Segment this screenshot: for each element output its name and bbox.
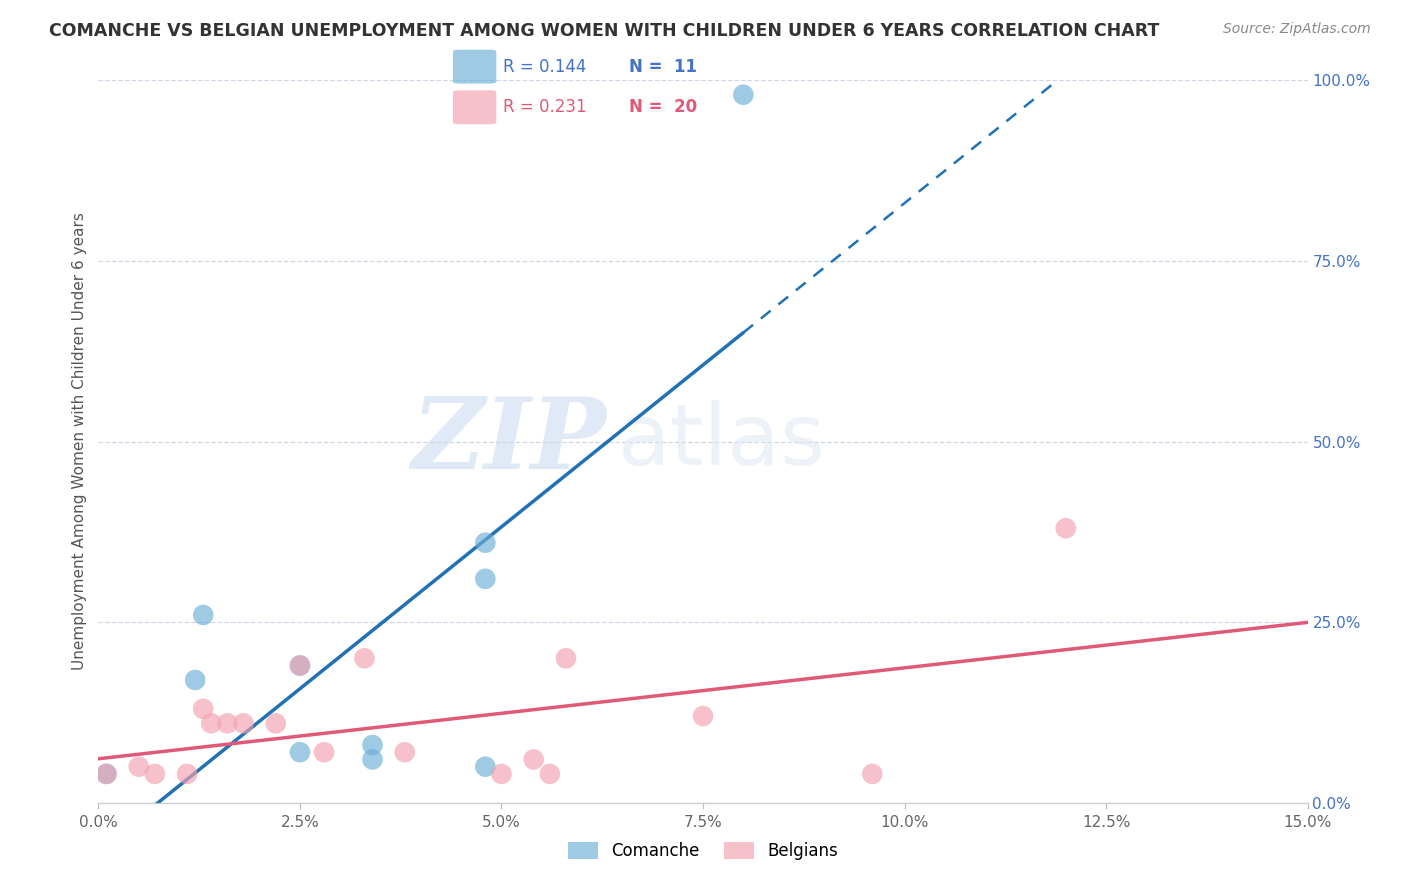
Point: [361, 752, 384, 766]
Point: [361, 738, 384, 752]
Point: [128, 760, 150, 774]
Y-axis label: Unemployment Among Women with Children Under 6 years: Unemployment Among Women with Children U…: [72, 212, 87, 671]
Point: [474, 535, 496, 549]
Point: [288, 658, 311, 673]
Point: [200, 716, 222, 731]
Text: N =  20: N = 20: [630, 98, 697, 116]
Text: ZIP: ZIP: [412, 393, 606, 490]
Text: R = 0.144: R = 0.144: [502, 58, 586, 76]
Text: R = 0.231: R = 0.231: [502, 98, 586, 116]
Point: [217, 716, 239, 731]
Point: [491, 767, 513, 781]
Point: [733, 87, 755, 102]
Point: [96, 767, 118, 781]
Point: [692, 709, 714, 723]
FancyBboxPatch shape: [453, 90, 496, 124]
Point: [523, 752, 546, 766]
Point: [394, 745, 416, 759]
Point: [232, 716, 254, 731]
Text: COMANCHE VS BELGIAN UNEMPLOYMENT AMONG WOMEN WITH CHILDREN UNDER 6 YEARS CORRELA: COMANCHE VS BELGIAN UNEMPLOYMENT AMONG W…: [49, 22, 1160, 40]
Point: [1054, 521, 1077, 535]
Point: [288, 658, 311, 673]
Point: [474, 572, 496, 586]
Text: Source: ZipAtlas.com: Source: ZipAtlas.com: [1223, 22, 1371, 37]
Point: [474, 760, 496, 774]
Point: [193, 702, 215, 716]
Point: [96, 767, 118, 781]
Point: [538, 767, 561, 781]
Legend: Comanche, Belgians: Comanche, Belgians: [561, 835, 845, 867]
Point: [860, 767, 883, 781]
Point: [288, 745, 311, 759]
FancyBboxPatch shape: [453, 50, 496, 84]
Point: [555, 651, 578, 665]
Text: atlas: atlas: [619, 400, 827, 483]
Point: [193, 607, 215, 622]
Point: [143, 767, 166, 781]
Point: [264, 716, 287, 731]
Point: [184, 673, 207, 687]
Text: N =  11: N = 11: [630, 58, 697, 76]
Point: [176, 767, 198, 781]
Point: [314, 745, 336, 759]
Point: [353, 651, 375, 665]
